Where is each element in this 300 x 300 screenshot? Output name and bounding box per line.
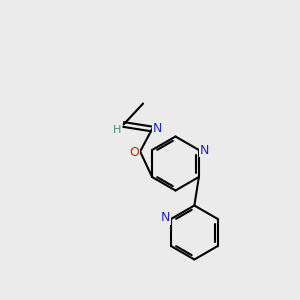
Text: N: N (161, 211, 170, 224)
Text: N: N (200, 143, 209, 157)
Text: H: H (113, 125, 121, 136)
Text: N: N (153, 122, 162, 136)
Text: O: O (129, 146, 139, 159)
